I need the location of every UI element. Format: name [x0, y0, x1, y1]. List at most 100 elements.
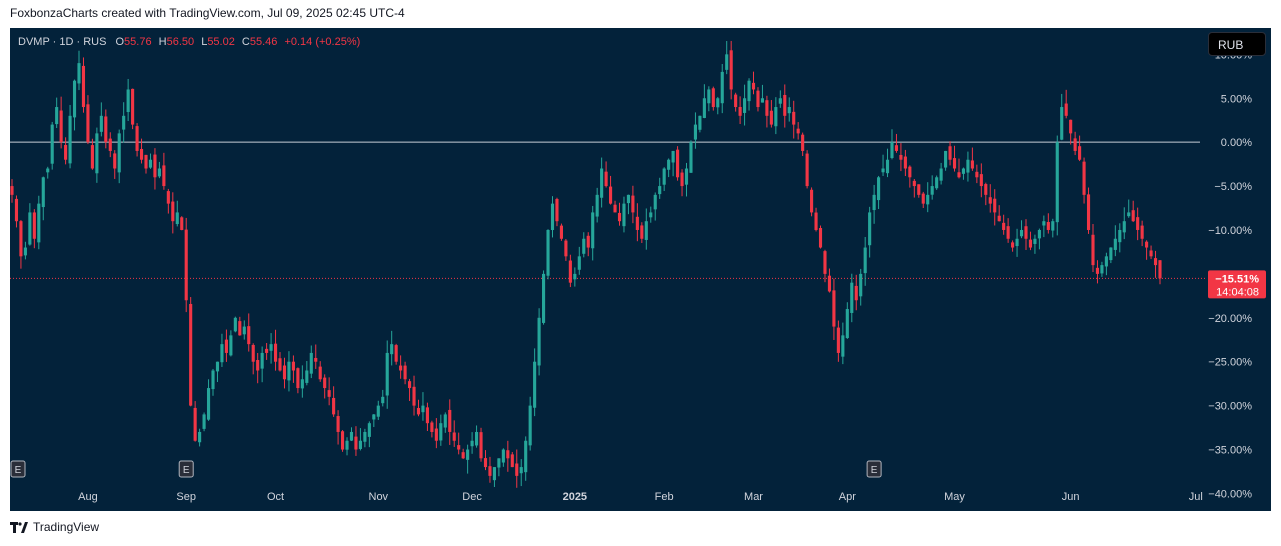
candle-body [885, 159, 890, 174]
candle-body [595, 194, 599, 217]
candle-body [609, 186, 613, 204]
candle-body [676, 149, 680, 178]
candle-body [765, 100, 769, 116]
candle-body [1042, 221, 1046, 226]
candle-body [850, 282, 854, 313]
candle-body [206, 388, 211, 420]
candle-body [64, 144, 68, 160]
candle-body [926, 194, 930, 205]
x-tick-label: Mar [744, 491, 763, 503]
candle-body [153, 154, 157, 178]
last-price-tag: −15.51%14:04:08 [1208, 270, 1266, 299]
candle-body [979, 174, 983, 187]
candle-body [939, 168, 943, 181]
candle-body [921, 193, 925, 204]
tradingview-footer[interactable]: TradingView [10, 520, 99, 534]
candle-body [872, 194, 876, 211]
candle-body [14, 198, 19, 222]
candle-body [198, 431, 202, 443]
candle-body [282, 365, 287, 380]
candle-body [189, 303, 193, 406]
candle-body [747, 80, 751, 102]
legend-change: +0.14 (+0.25%) [284, 36, 361, 48]
price-tag-countdown: 14:04:08 [1216, 286, 1259, 298]
chart-panel[interactable]: 10.00%5.00%0.00%−5.00%−10.00%−20.00%−25.… [10, 28, 1271, 511]
candle-body [1078, 146, 1082, 160]
candle-body [810, 189, 814, 213]
candle-body [332, 397, 336, 415]
candle-body [1122, 221, 1126, 233]
candle-body [506, 450, 510, 459]
candle-body [1002, 222, 1006, 230]
candle-body [542, 273, 546, 323]
candle-body [233, 317, 237, 332]
y-tick-label: 0.00% [1221, 137, 1252, 149]
candle-body [354, 436, 358, 450]
candle-body [86, 104, 90, 143]
candle-body [582, 238, 586, 254]
candle-body [823, 251, 827, 274]
candle-body [644, 221, 648, 240]
candle-body [1024, 226, 1028, 239]
candle-body [524, 440, 528, 473]
candle-body [345, 440, 349, 450]
candle-body [899, 154, 903, 160]
candle-body [783, 94, 787, 116]
candle-body [269, 344, 273, 351]
candle-body [483, 458, 488, 468]
candle-body [95, 133, 99, 174]
x-tick-label: Oct [267, 491, 284, 503]
candle-body [466, 449, 470, 460]
candle-body [1091, 234, 1095, 266]
legend-high-value: 56.50 [166, 36, 195, 48]
legend-low-label: L [201, 36, 208, 48]
candle-body [917, 184, 921, 195]
candle-body [805, 153, 809, 187]
candle-body [305, 370, 309, 383]
candle-body [792, 111, 796, 125]
candle-body [238, 321, 242, 336]
candle-body [559, 225, 563, 239]
x-tick-label: Feb [655, 491, 674, 503]
candle-body [993, 198, 997, 213]
earnings-marker-label: E [183, 465, 190, 476]
candle-body [131, 88, 135, 125]
currency-button[interactable]: RUB [1208, 32, 1266, 56]
candle-body [381, 396, 385, 404]
candle-body [372, 414, 376, 420]
candle-body [122, 115, 126, 130]
candle-body [434, 428, 438, 441]
y-tick-label: −35.00% [1208, 445, 1252, 457]
candle-body [28, 212, 32, 245]
candle-body [970, 160, 974, 169]
candle-body [952, 158, 957, 169]
candle-body [1019, 229, 1024, 237]
legend-open-label: O [115, 36, 125, 48]
candle-body [725, 54, 729, 70]
y-tick-label: −25.00% [1208, 357, 1252, 369]
candle-body [390, 344, 394, 355]
candle-body [626, 194, 630, 204]
candle-body [479, 432, 483, 459]
candle-body [139, 148, 144, 160]
candle-body [912, 180, 916, 187]
candle-body [104, 116, 108, 143]
candle-body [640, 225, 644, 239]
candle-body [247, 326, 251, 345]
candle-body [760, 98, 765, 103]
candle-body [309, 352, 313, 374]
candle-body [443, 414, 447, 428]
candle-body [224, 339, 228, 353]
candle-body [1100, 265, 1104, 274]
candle-body [935, 177, 939, 189]
x-tick-label: Jul [1189, 491, 1203, 503]
candle-body [470, 440, 474, 447]
candle-body [46, 168, 50, 173]
legend-symbol: DVMP · 1D · RUS [18, 36, 107, 48]
y-tick-label: −10.00% [1208, 225, 1252, 237]
candle-body [537, 317, 541, 366]
candle-body [349, 431, 354, 441]
price-chart[interactable]: 10.00%5.00%0.00%−5.00%−10.00%−20.00%−25.… [10, 28, 1271, 511]
candle-body [836, 327, 840, 353]
y-tick-label: −20.00% [1208, 313, 1252, 325]
